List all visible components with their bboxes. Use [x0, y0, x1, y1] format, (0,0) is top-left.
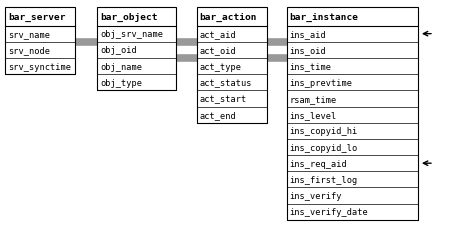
Text: ins_copyid_lo: ins_copyid_lo	[289, 143, 357, 152]
Text: bar_server: bar_server	[8, 12, 65, 22]
Bar	[286, 8, 417, 220]
Bar	[196, 8, 266, 123]
Text: rsam_time: rsam_time	[289, 94, 336, 104]
Bar	[5, 8, 75, 75]
Text: ins_first_log: ins_first_log	[289, 175, 357, 184]
Text: act_end: act_end	[199, 111, 235, 120]
Text: ins_verify: ins_verify	[289, 191, 341, 200]
Text: ins_verify_date: ins_verify_date	[289, 207, 368, 216]
Text: ins_level: ins_level	[289, 111, 336, 120]
Text: srv_node: srv_node	[8, 46, 50, 55]
Text: bar_instance: bar_instance	[289, 12, 358, 22]
Text: srv_name: srv_name	[8, 30, 50, 39]
Text: obj_srv_name: obj_srv_name	[100, 30, 162, 39]
Text: ins_req_aid: ins_req_aid	[289, 159, 347, 168]
Text: obj_name: obj_name	[100, 62, 142, 71]
Text: bar_action: bar_action	[199, 12, 256, 22]
Bar	[97, 8, 176, 91]
Text: obj_oid: obj_oid	[100, 46, 136, 55]
Text: bar_object: bar_object	[100, 12, 157, 22]
Text: srv_synctime: srv_synctime	[8, 62, 71, 71]
Text: act_oid: act_oid	[199, 46, 235, 55]
Text: ins_aid: ins_aid	[289, 30, 326, 39]
Text: act_type: act_type	[199, 62, 241, 71]
Text: ins_time: ins_time	[289, 62, 331, 71]
Text: act_status: act_status	[199, 78, 251, 87]
Text: act_start: act_start	[199, 94, 246, 104]
Text: ins_prevtime: ins_prevtime	[289, 78, 352, 87]
Text: act_aid: act_aid	[199, 30, 235, 39]
Text: ins_copyid_hi: ins_copyid_hi	[289, 127, 357, 136]
Text: ins_oid: ins_oid	[289, 46, 326, 55]
Text: obj_type: obj_type	[100, 78, 142, 87]
